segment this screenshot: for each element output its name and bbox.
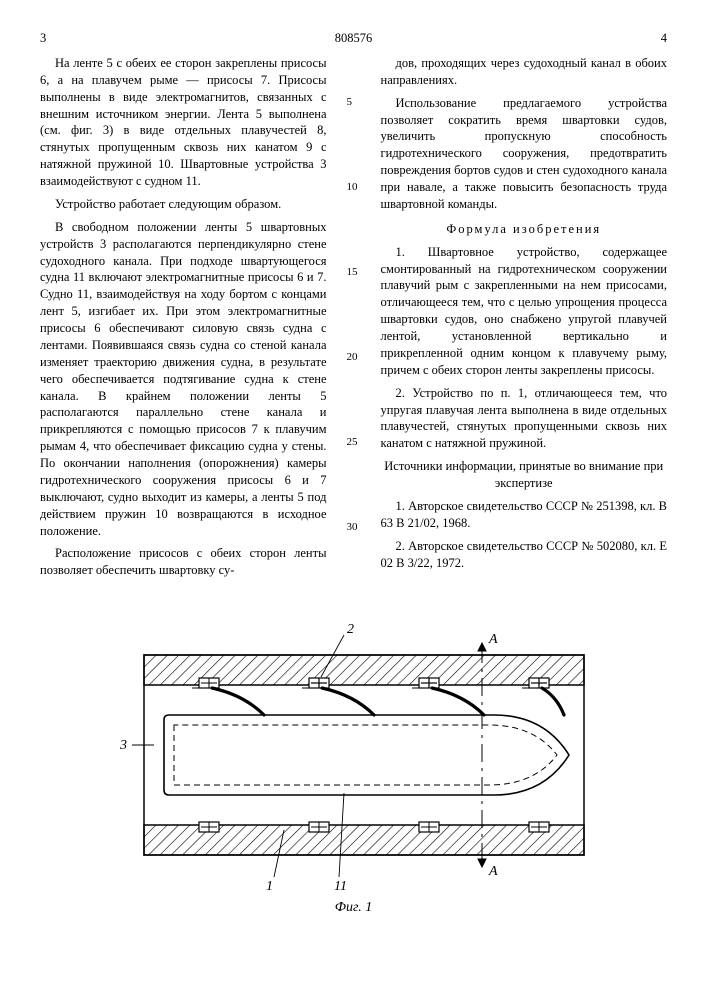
source: 1. Авторское свидетельство СССР № 251398… — [381, 498, 668, 532]
line-num: 10 — [347, 180, 361, 195]
page-number-left: 3 — [40, 30, 46, 47]
ref-A-bottom: A — [488, 864, 498, 879]
page-header: 3 808576 4 — [40, 30, 667, 47]
line-number-gutter: 5 10 15 20 25 30 — [347, 55, 361, 585]
line-num: 25 — [347, 435, 361, 450]
line-num: 5 — [347, 95, 361, 110]
line-num: 15 — [347, 265, 361, 280]
ref-3: 3 — [119, 738, 127, 753]
ref-A-top: A — [488, 632, 498, 647]
para: На ленте 5 с обеих ее сторон закреплены … — [40, 55, 327, 190]
para: В свободном положении ленты 5 швартовных… — [40, 219, 327, 540]
para: дов, проходящих через судоходный канал в… — [381, 55, 668, 89]
sources-title: Источники информации, принятые во вниман… — [381, 458, 668, 492]
source: 2. Авторское свидетельство СССР № 502080… — [381, 538, 668, 572]
para: Использование предлагаемого устройства п… — [381, 95, 668, 213]
line-num: 30 — [347, 520, 361, 535]
ref-1: 1 — [266, 879, 273, 894]
para: Устройство работает следующим образом. — [40, 196, 327, 213]
ref-11: 11 — [334, 879, 347, 894]
right-column: дов, проходящих через судоходный канал в… — [381, 55, 668, 585]
left-column: На ленте 5 с обеих ее сторон закреплены … — [40, 55, 327, 585]
line-num: 20 — [347, 350, 361, 365]
text-columns: На ленте 5 с обеих ее сторон закреплены … — [40, 55, 667, 585]
claim: 1. Швартовное устройство, содержащее смо… — [381, 244, 668, 379]
document-number: 808576 — [335, 30, 373, 47]
figure-1: 2 3 A A 1 11 Фиг. 1 — [40, 615, 667, 918]
para: Расположение присосов с обеих сторон лен… — [40, 545, 327, 579]
ref-2: 2 — [347, 622, 354, 637]
figure-label: Фиг. 1 — [40, 899, 667, 918]
page-number-right: 4 — [661, 30, 667, 47]
claims-title: Формула изобретения — [381, 221, 668, 238]
figure-svg: 2 3 A A 1 11 — [94, 615, 614, 895]
claim: 2. Устройство по п. 1, отличающееся тем,… — [381, 385, 668, 453]
